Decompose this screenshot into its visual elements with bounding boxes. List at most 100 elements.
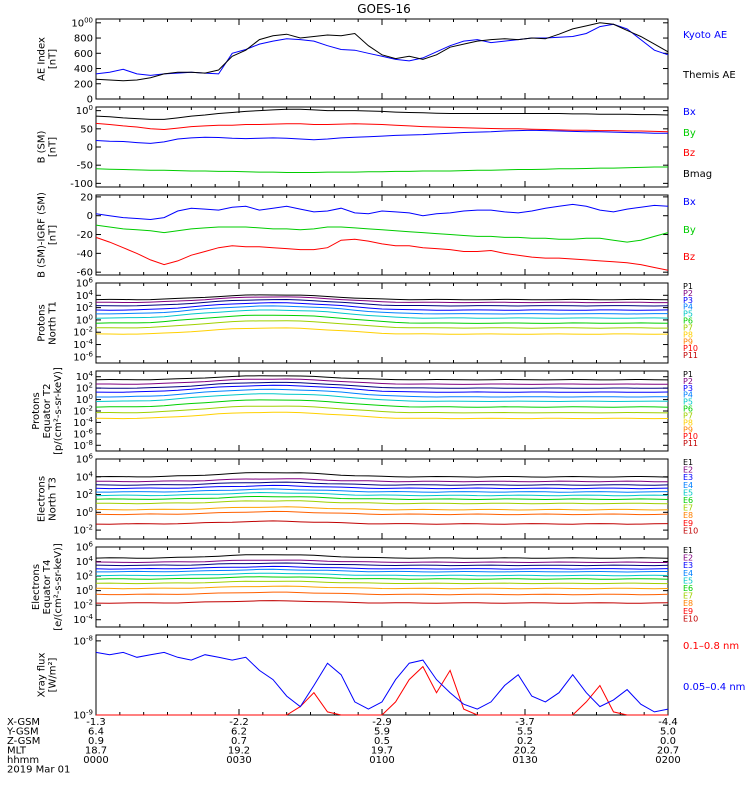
ephemeris-value: -2.9	[372, 717, 392, 728]
y-axis-label: B (SM)-IGRF (SM)	[37, 192, 48, 278]
series-line	[95, 23, 669, 76]
y-tick-label: 100	[76, 313, 93, 326]
ephemeris-value: 0.2	[517, 736, 533, 747]
legend-entry: Bx	[683, 197, 696, 208]
y-tick-label: 104	[76, 555, 94, 568]
panel-frame	[95, 194, 669, 276]
series-line	[96, 478, 668, 483]
series-line	[95, 203, 669, 221]
legend-entry: E3	[683, 473, 693, 482]
y-axis-label: Electrons	[37, 476, 48, 522]
y-axis-label: Electrons	[31, 564, 42, 610]
y-axis-label: Equator T2	[42, 384, 53, 439]
series-line	[95, 580, 669, 585]
series-line	[95, 651, 669, 713]
panel-frame	[95, 106, 669, 188]
y-axis-label: [nT]	[48, 49, 59, 69]
series-line	[95, 405, 669, 414]
series-line	[96, 488, 669, 493]
legend-entry: E4	[683, 481, 693, 490]
y-tick-label: 10-2	[73, 405, 93, 418]
legend-entry: P5	[683, 398, 693, 407]
chart-title: GOES-16	[357, 2, 411, 16]
legend-entry: P1	[683, 370, 693, 379]
y-tick-label: 102	[76, 301, 93, 314]
legend-entry: P10	[683, 344, 698, 353]
ephemeris-value: 19.2	[228, 746, 250, 757]
y-tick-label: 10-2	[73, 326, 93, 339]
y-axis-label: Protons	[31, 392, 42, 429]
legend-entry: E1	[683, 546, 693, 555]
series-line	[95, 122, 669, 133]
y-tick-label: -40	[77, 249, 93, 260]
ephemeris-value: 0.0	[660, 736, 676, 747]
series-line	[95, 585, 669, 590]
y-tick-label: 10-6	[73, 427, 93, 440]
y-tick-label: 100	[76, 506, 93, 519]
legend-entry: E10	[683, 614, 698, 623]
legend-entry: P6	[683, 317, 693, 326]
series-line	[96, 388, 668, 398]
y-tick-label: 800	[74, 34, 93, 45]
legend-entry: By	[683, 128, 696, 139]
ephemeris-row-label: hhmm	[7, 755, 39, 766]
y-tick-label: -60	[77, 268, 93, 279]
series-line	[95, 520, 669, 525]
legend-entry: By	[683, 225, 696, 236]
series-line	[95, 320, 668, 329]
series-line	[95, 559, 668, 564]
series-line	[95, 481, 669, 486]
legend-entry: P3	[683, 384, 693, 393]
panel-frame	[95, 546, 669, 628]
ephemeris-value: 20.2	[514, 746, 536, 757]
series-line	[95, 484, 669, 490]
ephemeris-value: -4.4	[658, 717, 678, 728]
y-tick-label: 10-6	[73, 350, 93, 363]
legend-entry: E2	[683, 554, 693, 563]
y-axis-label: B (SM)	[37, 130, 48, 163]
legend-entry: E7	[683, 592, 693, 601]
series-line	[95, 381, 669, 389]
y-axis-label: North T1	[48, 301, 59, 345]
series-line	[95, 294, 669, 301]
legend-entry: P1	[683, 282, 693, 291]
series-line	[96, 568, 668, 573]
legend-entry: P5	[683, 310, 693, 319]
legend-entry: E5	[683, 488, 693, 497]
ephemeris-value: 5.0	[660, 727, 676, 738]
y-tick-label: 10-2	[73, 599, 93, 612]
legend-entry: Themis AE	[682, 70, 736, 81]
legend-entry: Bz	[683, 252, 695, 263]
ephemeris-value: 5.5	[517, 727, 533, 738]
series-line	[95, 298, 669, 307]
y-tick-label: 102	[76, 488, 93, 501]
legend-entry: E8	[683, 511, 693, 520]
y-tick-label: 10-4	[73, 338, 93, 351]
y-tick-label: 10-8	[73, 439, 93, 452]
legend-entry: E6	[683, 584, 693, 593]
y-tick-label: 100	[76, 584, 93, 597]
y-tick-label: 0	[87, 143, 93, 154]
ephemeris-value: 20.7	[657, 746, 679, 757]
legend-entry: E1	[683, 458, 693, 467]
series-line	[95, 600, 669, 604]
series-line	[95, 572, 669, 577]
legend-entry: E7	[683, 504, 693, 513]
legend-entry: E2	[683, 466, 693, 475]
ephemeris-value: 6.4	[88, 727, 104, 738]
ephemeris-row-label: 2019 Mar 01	[7, 765, 70, 776]
y-tick-label: 102	[76, 570, 93, 583]
series-line	[95, 314, 669, 324]
series-line	[95, 375, 669, 381]
legend-entry: Bmag	[683, 169, 712, 180]
legend-entry: E3	[683, 561, 693, 570]
legend-entry: P3	[683, 296, 693, 305]
legend-entry: E6	[683, 496, 693, 505]
legend-entry: Kyoto AE	[683, 30, 727, 41]
ephemeris-value: -1.3	[86, 717, 106, 728]
y-axis-label: Xray flux	[37, 653, 48, 698]
y-axis-label: Protons	[37, 304, 48, 341]
ephemeris-value: 0.9	[88, 736, 104, 747]
